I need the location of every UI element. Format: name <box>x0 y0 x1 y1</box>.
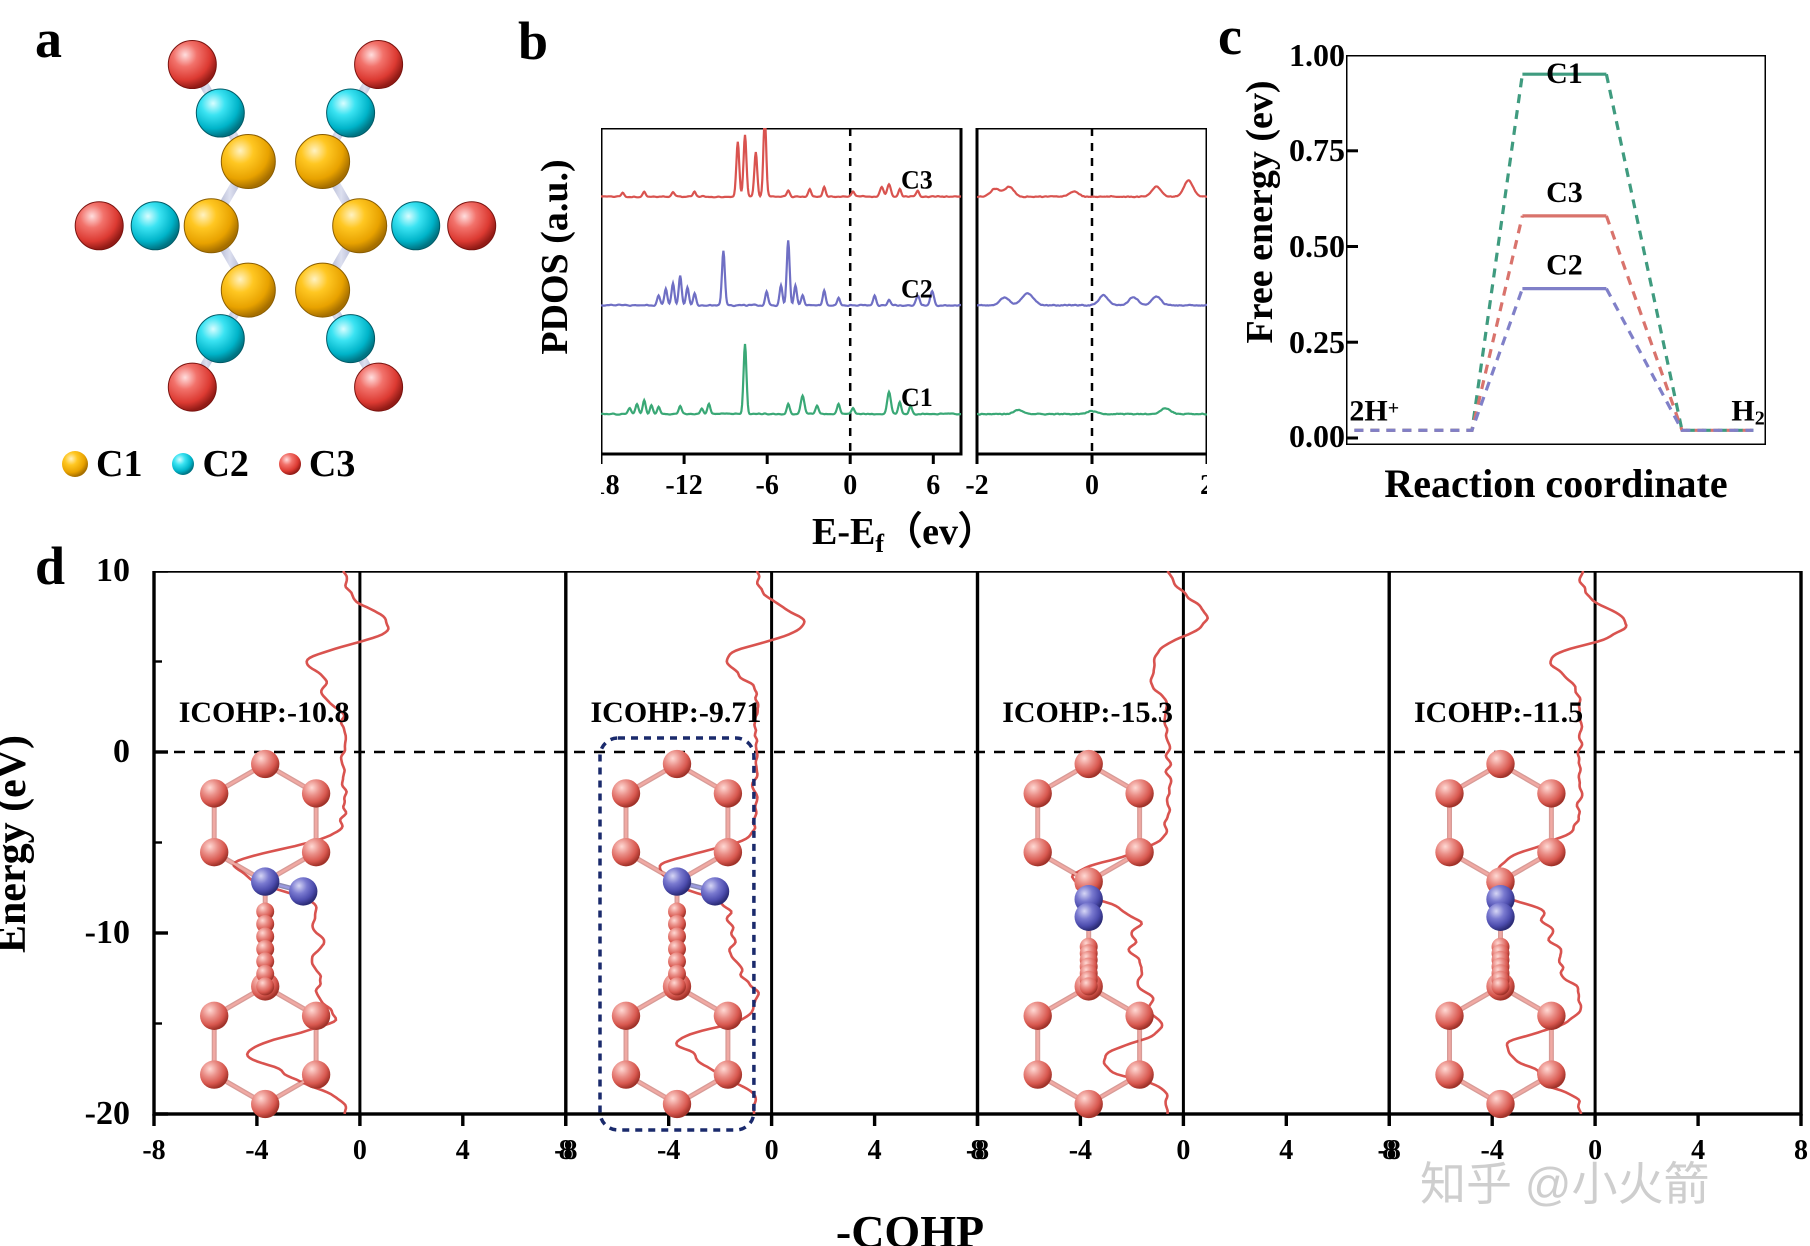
svg-text:-4: -4 <box>245 1135 268 1166</box>
svg-text:-8: -8 <box>966 1135 989 1166</box>
svg-text:-8: -8 <box>1378 1135 1401 1166</box>
svg-text:-8: -8 <box>554 1135 577 1166</box>
svg-text:ICOHP:-9.71: ICOHP:-9.71 <box>591 696 762 729</box>
svg-text:-18: -18 <box>601 470 620 501</box>
svg-text:-2: -2 <box>965 470 988 501</box>
svg-text:C1: C1 <box>901 383 933 412</box>
svg-text:C2: C2 <box>1546 249 1583 282</box>
svg-text:C3: C3 <box>901 166 933 195</box>
svg-text:4: 4 <box>1279 1135 1293 1166</box>
svg-text:ICOHP:-15.3: ICOHP:-15.3 <box>1002 696 1173 729</box>
svg-text:ICOHP:-10.8: ICOHP:-10.8 <box>179 696 350 729</box>
svg-text:-6: -6 <box>756 470 779 501</box>
svg-text:-4: -4 <box>1069 1135 1092 1166</box>
svg-text:0: 0 <box>1176 1135 1190 1166</box>
svg-text:ICOHP:-11.5: ICOHP:-11.5 <box>1414 696 1583 729</box>
svg-text:-8: -8 <box>142 1135 165 1166</box>
svg-text:0: 0 <box>1085 470 1099 501</box>
svg-text:6: 6 <box>926 470 940 501</box>
svg-text:2H+: 2H+ <box>1349 394 1399 427</box>
svg-text:0: 0 <box>353 1135 367 1166</box>
svg-text:-12: -12 <box>665 470 702 501</box>
svg-text:2: 2 <box>1200 470 1207 501</box>
svg-text:0: 0 <box>765 1135 779 1166</box>
svg-text:4: 4 <box>456 1135 470 1166</box>
svg-text:C3: C3 <box>1546 176 1583 209</box>
svg-text:0: 0 <box>843 470 857 501</box>
svg-text:4: 4 <box>868 1135 882 1166</box>
svg-text:H2: H2 <box>1731 394 1764 429</box>
svg-text:-4: -4 <box>657 1135 680 1166</box>
svg-text:C1: C1 <box>1546 57 1583 90</box>
svg-text:C2: C2 <box>901 274 933 303</box>
